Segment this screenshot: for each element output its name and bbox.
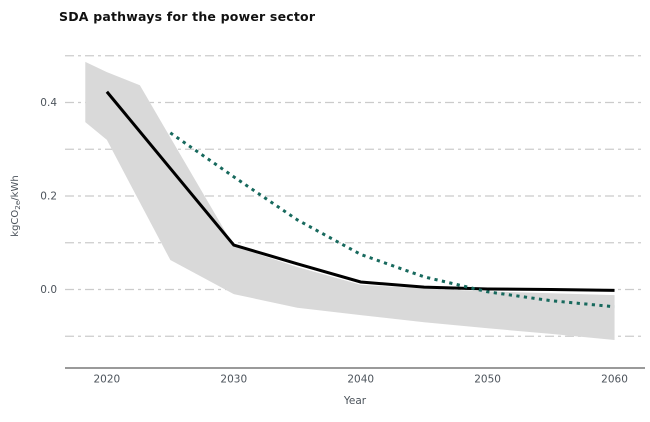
chart-title: SDA pathways for the power sector: [59, 9, 316, 24]
series-dotted-teal-line: [169, 131, 615, 309]
x-tick-label: 2040: [347, 374, 374, 386]
x-tick-label: 2050: [474, 374, 501, 386]
x-axis-title: Year: [343, 395, 367, 407]
y-tick-label: 0.0: [40, 284, 57, 296]
series-solid-black-line: [105, 90, 615, 292]
x-tick-label: 2030: [220, 374, 247, 386]
y-tick-label: 0.2: [40, 190, 57, 202]
y-tick-label: 0.4: [40, 97, 57, 109]
pathway-range-band: [85, 61, 615, 340]
x-tick-label: 2020: [94, 374, 121, 386]
x-tick-label: 2060: [601, 374, 628, 386]
